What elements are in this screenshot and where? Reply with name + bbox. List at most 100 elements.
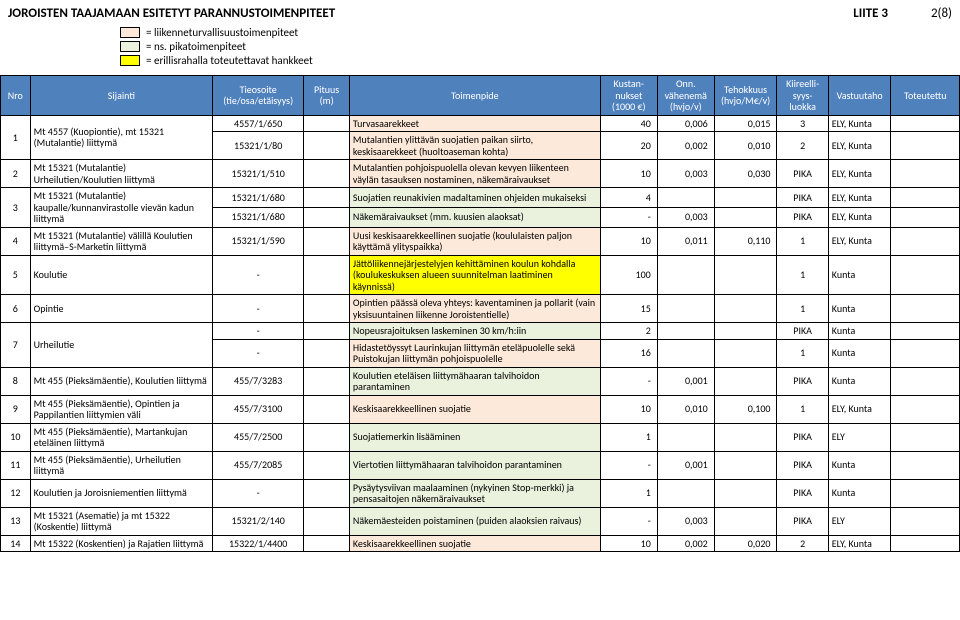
cell-vas: Kunta — [828, 479, 891, 507]
liite-label: LIITE 3 — [853, 6, 888, 21]
cell-teh — [714, 507, 777, 535]
cell-teh: 0,010 — [714, 132, 777, 160]
table-row: 11 Mt 455 (Pieksämäentie), Urheilutien l… — [1, 451, 960, 479]
cell-teh — [714, 479, 777, 507]
cell-teh — [714, 207, 777, 227]
cell-kus: 20 — [600, 132, 657, 160]
cell-toi: Jättöliikennejärjestelyjen kehittäminen … — [349, 255, 600, 295]
cell-pit — [304, 115, 350, 132]
cell-pit — [304, 188, 350, 208]
cell-teh — [714, 423, 777, 451]
cell-onn — [657, 423, 714, 451]
cell-nro: 1 — [1, 115, 31, 160]
cell-vas: ELY, Kunta — [828, 160, 891, 188]
cell-sij: Mt 455 (Pieksämäentie), Urheilutien liit… — [30, 451, 212, 479]
table-row: 1 Mt 4557 (Kuopiontie), mt 15321 (Mutala… — [1, 115, 960, 132]
cell-tie: 15321/1/680 — [213, 188, 304, 208]
cell-onn — [657, 339, 714, 367]
cell-kii: PIKA — [777, 423, 828, 451]
table-row: 7 Urheilutie- Nopeusrajoituksen laskemin… — [1, 323, 960, 340]
cell-tie: - — [213, 295, 304, 323]
cell-tie: 455/7/3283 — [213, 367, 304, 395]
th-pituus: Pituus (m) — [304, 76, 350, 116]
cell-nro: 12 — [1, 479, 31, 507]
cell-tot — [891, 367, 960, 395]
cell-kii: PIKA — [777, 160, 828, 188]
cell-kus: 16 — [600, 339, 657, 367]
cell-tot — [891, 507, 960, 535]
cell-nro: 14 — [1, 535, 31, 552]
cell-kii: PIKA — [777, 451, 828, 479]
th-onn: Onn. vähenemä (hvjo/v) — [657, 76, 714, 116]
cell-sij: Mt 15321 (Mutalantie) Urheilutien/Koulut… — [30, 160, 212, 188]
cell-kus: 10 — [600, 160, 657, 188]
table-row: 12 Koulutien ja Joroisniementien liittym… — [1, 479, 960, 507]
cell-tie: 4557/1/650 — [213, 115, 304, 132]
cell-tie: 15321/1/510 — [213, 160, 304, 188]
cell-nro: 4 — [1, 227, 31, 255]
cell-tot — [891, 295, 960, 323]
cell-tot — [891, 423, 960, 451]
legend-box-eril — [120, 55, 140, 66]
cell-sij: Koulutien ja Joroisniementien liittymä — [30, 479, 212, 507]
cell-kii: PIKA — [777, 367, 828, 395]
cell-toi: Koulutien eteläisen liittymähaaran talvi… — [349, 367, 600, 395]
cell-sij: Mt 15321 (Mutalantie) kaupalle/kunnanvir… — [30, 188, 212, 228]
cell-teh — [714, 255, 777, 295]
cell-toi: Hidastetöyssyt Laurinkujan liittymän ete… — [349, 339, 600, 367]
cell-kii: PIKA — [777, 207, 828, 227]
cell-nro: 8 — [1, 367, 31, 395]
cell-vas: ELY — [828, 423, 891, 451]
cell-pit — [304, 295, 350, 323]
cell-vas: ELY, Kunta — [828, 115, 891, 132]
legend-box-safety — [120, 27, 140, 38]
doc-title-right: LIITE 3 2(8) — [853, 6, 952, 21]
cell-tie: 455/7/2500 — [213, 423, 304, 451]
cell-pit — [304, 451, 350, 479]
cell-kii: PIKA — [777, 188, 828, 208]
cell-kus: 1 — [600, 423, 657, 451]
legend-label-eril: = erillisrahalla toteutettavat hankkeet — [146, 54, 313, 67]
cell-pit — [304, 367, 350, 395]
cell-pit — [304, 227, 350, 255]
legend-label-pika: = ns. pikatoimenpiteet — [146, 40, 246, 53]
cell-kus: 10 — [600, 535, 657, 552]
cell-tot — [891, 479, 960, 507]
cell-toi: Pysäytysviivan maalaaminen (nykyinen Sto… — [349, 479, 600, 507]
cell-pit — [304, 535, 350, 552]
cell-sij: Mt 15322 (Koskentien) ja Rajatien liitty… — [30, 535, 212, 552]
cell-teh: 0,020 — [714, 535, 777, 552]
cell-sij: Mt 15321 (Asematie) ja mt 15322 (Koskent… — [30, 507, 212, 535]
cell-teh — [714, 295, 777, 323]
table-row: 6 Opintie- Opintien päässä oleva yhteys:… — [1, 295, 960, 323]
cell-kii: 1 — [777, 395, 828, 423]
cell-nro: 6 — [1, 295, 31, 323]
table-row: 3 Mt 15321 (Mutalantie) kaupalle/kunnanv… — [1, 188, 960, 208]
cell-vas: ELY, Kunta — [828, 132, 891, 160]
cell-pit — [304, 323, 350, 340]
cell-toi: Suojatien reunakivien madaltaminen ohjei… — [349, 188, 600, 208]
cell-vas: ELY, Kunta — [828, 395, 891, 423]
cell-tot — [891, 339, 960, 367]
cell-tot — [891, 227, 960, 255]
cell-pit — [304, 132, 350, 160]
cell-tie: - — [213, 255, 304, 295]
main-table: Nro Sijainti Tieosoite (tie/osa/etäisyys… — [0, 75, 960, 552]
cell-tot — [891, 395, 960, 423]
cell-tot — [891, 451, 960, 479]
cell-kus: - — [600, 207, 657, 227]
th-toteutettu: Toteutettu — [891, 76, 960, 116]
cell-kus: 15 — [600, 295, 657, 323]
cell-vas: ELY, Kunta — [828, 207, 891, 227]
cell-kus: 4 — [600, 188, 657, 208]
cell-kii: PIKA — [777, 479, 828, 507]
cell-nro: 2 — [1, 160, 31, 188]
cell-onn — [657, 295, 714, 323]
cell-kii: PIKA — [777, 323, 828, 340]
cell-kus: 10 — [600, 395, 657, 423]
th-sijainti: Sijainti — [30, 76, 212, 116]
cell-nro: 11 — [1, 451, 31, 479]
legend-label-safety: = liikenneturvallisuustoimenpiteet — [146, 26, 298, 39]
cell-nro: 10 — [1, 423, 31, 451]
cell-onn: 0,002 — [657, 132, 714, 160]
